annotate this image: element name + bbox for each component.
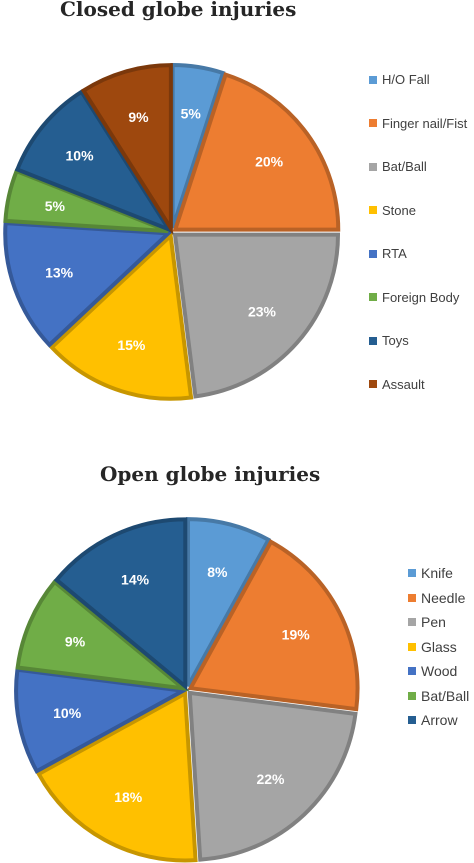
legend-item-5: RTA [369, 246, 407, 261]
legend-swatch [408, 569, 416, 577]
slice-label-2: 19% [282, 627, 311, 643]
open-chart-title: Open globe injuries [100, 462, 321, 486]
closed-globe-pie-chart: 5% 20% 23% 15% 13% 5% 10% 9% [3, 63, 341, 401]
legend-swatch [369, 162, 377, 171]
slice-label-7: 14% [121, 572, 150, 588]
legend-item-1: H/O Fall [369, 72, 430, 87]
slice-label-7: 10% [66, 148, 95, 164]
legend-item-6: Foreign Body [369, 290, 459, 305]
pie-slice-7 [14, 89, 174, 234]
legend-label: Bat/Ball [421, 687, 470, 704]
legend-swatch [369, 293, 377, 301]
legend-item-4: Stone [369, 203, 416, 218]
legend-label: Toys [382, 333, 409, 348]
legend-label: Assault [382, 376, 425, 392]
pie-slice-2 [187, 539, 360, 712]
pie-slice-3 [187, 690, 358, 862]
legend-label: H/O Fall [382, 72, 430, 87]
legend-item-8: Assault [369, 377, 425, 392]
slice-label-5: 10% [53, 705, 82, 721]
legend-swatch [408, 716, 416, 724]
legend-item-3: Pen [408, 614, 446, 630]
legend-item-1: Knife [408, 565, 453, 581]
legend-label: Arrow [421, 712, 458, 728]
pie-slice-8 [80, 63, 173, 236]
legend-swatch [369, 249, 377, 258]
legend-item-7: Toys [369, 333, 409, 348]
legend-label: Glass [421, 638, 457, 655]
legend-item-3: Bat/Ball [369, 159, 427, 174]
slice-label-1: 5% [181, 105, 202, 121]
pie-slice-2 [172, 72, 341, 232]
slice-label-6: 9% [65, 634, 86, 650]
slice-label-3: 22% [256, 771, 285, 787]
pie-slice-1 [185, 517, 272, 688]
pie-slice-6 [15, 579, 190, 692]
legend-item-2: Needle [408, 590, 465, 606]
legend-swatch [408, 667, 416, 675]
pie-slice-4 [48, 231, 194, 401]
legend-item-5: Wood [408, 663, 457, 679]
slice-label-2: 20% [255, 153, 284, 169]
legend-label: Bat/Ball [382, 159, 427, 174]
slice-label-4: 18% [114, 789, 143, 805]
slice-label-8: 9% [128, 109, 149, 125]
legend-swatch [369, 119, 377, 127]
legend-label: Finger nail/Fist [382, 115, 468, 131]
legend-swatch [408, 618, 416, 626]
slice-label-5: 13% [45, 265, 74, 281]
legend-label: Wood [421, 663, 458, 679]
legend-item-7: Arrow [408, 712, 458, 728]
legend-label: Needle [421, 589, 466, 606]
pie-slice-5 [3, 220, 173, 348]
legend-swatch [369, 336, 377, 345]
legend-swatch [369, 206, 377, 214]
legend-label: Foreign Body [382, 289, 460, 305]
pie-slice-3 [172, 232, 341, 399]
slice-label-1: 8% [207, 564, 228, 580]
legend-swatch [369, 75, 377, 84]
slice-label-3: 23% [248, 303, 277, 319]
pie-slice-5 [14, 667, 190, 774]
legend-label: Stone [382, 202, 416, 218]
legend-label: RTA [382, 246, 407, 261]
legend-label: Knife [421, 565, 453, 581]
legend-item-2: Finger nail/Fist [369, 116, 467, 131]
legend-swatch [369, 380, 377, 388]
closed-chart-title: Closed globe injuries [60, 0, 297, 21]
pie-slice-4 [36, 690, 198, 863]
legend-label: Pen [421, 614, 446, 630]
slice-label-6: 5% [45, 198, 66, 214]
slice-label-4: 15% [117, 337, 146, 353]
legend-item-4: Glass [408, 639, 457, 655]
pie-slice-7 [53, 517, 188, 691]
legend-swatch [408, 642, 416, 651]
legend-item-6: Bat/Ball [408, 688, 469, 704]
legend-swatch [408, 593, 416, 602]
legend-swatch [408, 691, 416, 700]
